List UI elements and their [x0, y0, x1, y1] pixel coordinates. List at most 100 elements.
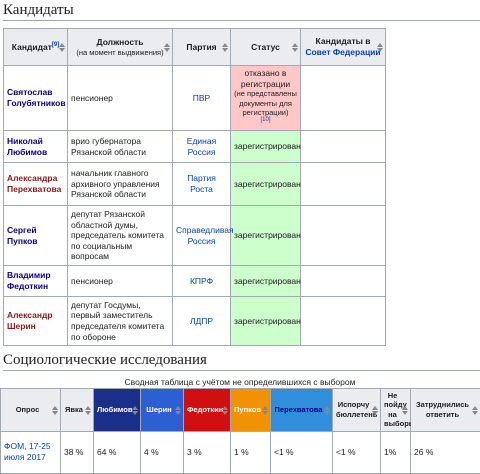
- status-cell: зарегистрирован: [231, 131, 301, 163]
- sort-icon[interactable]: [175, 406, 181, 415]
- position-cell: начальник главного архивного управления …: [68, 163, 173, 206]
- party-link[interactable]: ЛДПР: [190, 316, 213, 326]
- sort-icon[interactable]: [164, 43, 170, 52]
- header-cell[interactable]: Перехватова: [271, 389, 333, 432]
- poll-value: 1 %: [234, 447, 249, 457]
- poll-row: ФОМ, 17-25 июля 2017 38 % 64 % 4 %3 % 1 % <1 …: [1, 431, 480, 473]
- name-cell: Александра Перехватова: [4, 163, 68, 206]
- header-cell[interactable]: Опрос: [1, 389, 61, 432]
- candidate-name[interactable]: Александр Шерин: [7, 310, 53, 331]
- candidate-name[interactable]: Николай Любимов: [7, 136, 47, 157]
- sort-icon[interactable]: [262, 406, 268, 415]
- sort-icon[interactable]: [52, 406, 58, 415]
- party-link[interactable]: Справедливая Россия: [176, 225, 234, 246]
- federation-cell: [301, 66, 386, 131]
- sort-icon[interactable]: [85, 406, 91, 415]
- header-cell[interactable]: Федоткин: [184, 389, 231, 432]
- name-cell: Сергей Пупков: [4, 206, 68, 266]
- party-cell: Единая Россия: [173, 131, 231, 163]
- heading: Кандидаты: [3, 2, 480, 21]
- header-row: Кандидат[9] Должность(на момент выдвижен…: [4, 29, 386, 66]
- status-cell: отказано в регистрации(не представлены д…: [231, 66, 301, 131]
- poll-value: 38 %: [64, 447, 83, 457]
- sort-icon[interactable]: [59, 43, 65, 52]
- poll-cell: 64 %: [94, 431, 141, 473]
- sort-icon[interactable]: [222, 406, 228, 415]
- link[interactable]: Совет Федерации: [305, 47, 380, 57]
- candidate-row: Владимир Федоткин пенсионер КПРФ зарегистри…: [4, 266, 386, 297]
- party-link[interactable]: КПРФ: [190, 276, 213, 286]
- header-cell[interactable]: Не пойду на выборы: [381, 389, 411, 432]
- sort-icon[interactable]: [472, 406, 478, 415]
- sort-icon[interactable]: [324, 406, 330, 415]
- header-cell[interactable]: Кандидат[9]: [4, 29, 68, 66]
- poll-cell: 38 %: [61, 431, 94, 473]
- candidate-name[interactable]: Александра Перехватова: [7, 173, 61, 194]
- header-cell[interactable]: Затруднились ответить: [411, 389, 480, 432]
- federation-cell: [301, 131, 386, 163]
- status-text: зарегистрирован: [234, 316, 301, 326]
- sort-icon[interactable]: [377, 43, 383, 52]
- party-cell: ЛДПР: [173, 297, 231, 346]
- party-link[interactable]: Единая Россия: [187, 136, 216, 157]
- header-text: Должность: [97, 37, 144, 47]
- poll-value: <1 %: [336, 447, 356, 457]
- poll-cell: 3 %: [184, 431, 231, 473]
- header-text: Кандидаты в: [316, 36, 371, 46]
- name-cell: Александр Шерин: [4, 297, 68, 346]
- header-cell[interactable]: Статус: [231, 29, 301, 66]
- poll-cell: <1 %: [333, 431, 381, 473]
- header-text: Кандидат: [12, 42, 52, 52]
- poll-cell: 26 %: [411, 431, 480, 473]
- position-cell: пенсионер: [68, 66, 173, 131]
- poll-link[interactable]: ФОМ, 17-25 июля 2017: [4, 441, 51, 462]
- party-cell: ПВР: [173, 66, 231, 131]
- header-cell[interactable]: Партия: [173, 29, 231, 66]
- position-cell: пенсионер: [68, 266, 173, 297]
- header-cell[interactable]: Пупков: [231, 389, 271, 432]
- party-link[interactable]: Партия Роста: [187, 173, 216, 194]
- header-cell[interactable]: Шерин: [141, 389, 184, 432]
- header-cell[interactable]: Должность(на момент выдвижения): [68, 29, 173, 66]
- sort-icon[interactable]: [222, 43, 228, 52]
- caption: Сводная таблица с учётом не определивших…: [0, 377, 480, 387]
- name-cell: Николай Любимов: [4, 131, 68, 163]
- header-cell[interactable]: Явка: [61, 389, 94, 432]
- poll-cell: 1 %: [231, 431, 271, 473]
- ref: [10]: [260, 118, 270, 124]
- poll-value: 3 %: [187, 447, 202, 457]
- header-text: Партия: [186, 42, 216, 52]
- status-text: зарегистрирован: [234, 230, 301, 240]
- sort-icon[interactable]: [402, 406, 408, 415]
- poll-value: <1 %: [274, 447, 294, 457]
- party-cell: Справедливая Россия: [173, 206, 231, 266]
- poll-value: 26 %: [414, 447, 433, 457]
- poll-value: 64 %: [97, 447, 116, 457]
- header-cell[interactable]: Любимов: [94, 389, 141, 432]
- party-link[interactable]: ПВР: [193, 93, 210, 103]
- candidate-name[interactable]: Сергей Пупков: [7, 225, 38, 246]
- sort-icon[interactable]: [292, 43, 298, 52]
- sort-icon[interactable]: [132, 406, 138, 415]
- sort-icon[interactable]: [372, 406, 378, 415]
- header-note: (на момент выдвижения): [71, 48, 169, 57]
- status-text: отказано в регистрации: [241, 68, 290, 89]
- status-text: зарегистрирован: [234, 276, 301, 286]
- poll-cell: 4 %: [141, 431, 184, 473]
- status-cell: зарегистрирован: [231, 297, 301, 346]
- candidate-name[interactable]: Владимир Федоткин: [7, 270, 51, 291]
- position-cell: депутат Госдумы, первый заместитель пред…: [68, 297, 173, 346]
- federation-cell: [301, 297, 386, 346]
- ref-link[interactable]: [10]: [260, 118, 270, 124]
- poll-value: 1%: [384, 447, 396, 457]
- candidate-name[interactable]: Святослав Голубятников: [7, 87, 66, 108]
- header-cell[interactable]: Испорчу бюллетень: [333, 389, 381, 432]
- status-note: (не представлены документы для регистрац…: [234, 89, 297, 117]
